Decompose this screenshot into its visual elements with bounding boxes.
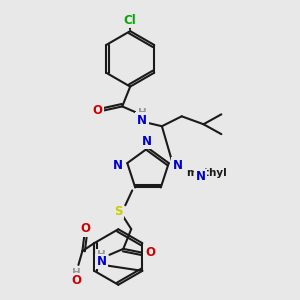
Text: N: N — [137, 114, 147, 127]
Text: N: N — [142, 135, 152, 148]
Text: N: N — [173, 159, 183, 172]
Text: O: O — [145, 246, 155, 259]
Text: H: H — [72, 268, 81, 278]
Text: methyl: methyl — [186, 168, 227, 178]
Text: O: O — [80, 222, 90, 235]
Text: N: N — [97, 255, 106, 268]
Text: N: N — [113, 159, 123, 172]
Text: Cl: Cl — [124, 14, 136, 27]
Text: O: O — [71, 274, 81, 287]
Text: S: S — [114, 205, 123, 218]
Text: N: N — [196, 170, 206, 183]
Text: H: H — [138, 108, 146, 118]
Text: O: O — [92, 104, 103, 117]
Text: H: H — [97, 250, 106, 260]
